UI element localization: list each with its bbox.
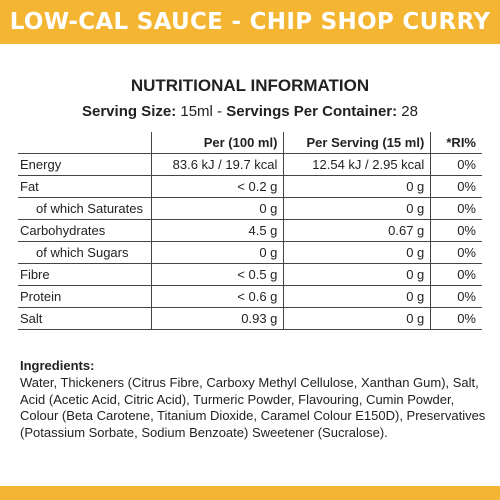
row-per-serving: 0 g bbox=[283, 241, 431, 264]
header-per-100: Per (100 ml) bbox=[150, 132, 284, 154]
table-row: of which Sugars 0 g 0 g 0% bbox=[18, 241, 482, 264]
row-label: Salt bbox=[18, 307, 152, 330]
bottom-accent-bar bbox=[0, 486, 500, 500]
title-banner: LOW-CAL SAUCE - CHIP SHOP CURRY bbox=[0, 0, 500, 44]
table-row: Energy 83.6 kJ / 19.7 kcal 12.54 kJ / 2.… bbox=[18, 153, 482, 176]
product-title: LOW-CAL SAUCE - CHIP SHOP CURRY bbox=[9, 9, 491, 35]
row-per-serving: 0 g bbox=[283, 307, 431, 330]
row-per-100: 0 g bbox=[150, 197, 284, 220]
row-per-100: 0.93 g bbox=[150, 307, 284, 330]
row-per-serving: 0 g bbox=[283, 285, 431, 308]
row-ri: 0% bbox=[430, 307, 482, 330]
serving-size-value: 15ml bbox=[180, 103, 213, 120]
serving-size-label: Serving Size: bbox=[82, 103, 177, 120]
row-ri: 0% bbox=[430, 285, 482, 308]
row-label: Protein bbox=[18, 285, 152, 308]
servings-per-container-label: Servings Per Container: bbox=[226, 103, 398, 120]
header-per-serving: Per Serving (15 ml) bbox=[283, 132, 431, 154]
row-per-serving: 0 g bbox=[283, 197, 431, 220]
row-ri: 0% bbox=[430, 241, 482, 264]
ingredients-text: Water, Thickeners (Citrus Fibre, Carboxy… bbox=[20, 375, 486, 440]
nutrition-heading: NUTRITIONAL INFORMATION bbox=[130, 76, 370, 95]
serving-info: Serving Size: 15ml - Servings Per Contai… bbox=[0, 103, 500, 120]
table-row: Fibre < 0.5 g 0 g 0% bbox=[18, 263, 482, 286]
row-per-serving: 0 g bbox=[283, 263, 431, 286]
row-per-serving: 0 g bbox=[283, 175, 431, 198]
header-ri: *RI% bbox=[430, 132, 482, 154]
table-row: Fat < 0.2 g 0 g 0% bbox=[18, 175, 482, 198]
row-label: Carbohydrates bbox=[18, 219, 152, 242]
nutrition-table: Per (100 ml) Per Serving (15 ml) *RI% En… bbox=[18, 132, 482, 330]
row-label: Fat bbox=[18, 175, 152, 198]
row-label: of which Saturates bbox=[18, 197, 152, 220]
row-per-100: < 0.5 g bbox=[150, 263, 284, 286]
row-per-serving: 12.54 kJ / 2.95 kcal bbox=[283, 153, 431, 176]
row-per-100: 83.6 kJ / 19.7 kcal bbox=[150, 153, 284, 176]
servings-per-container-value: 28 bbox=[401, 103, 418, 120]
row-ri: 0% bbox=[430, 197, 482, 220]
table-row: Salt 0.93 g 0 g 0% bbox=[18, 307, 482, 330]
table-row: of which Saturates 0 g 0 g 0% bbox=[18, 197, 482, 220]
table-header-row: Per (100 ml) Per Serving (15 ml) *RI% bbox=[18, 132, 482, 154]
row-per-100: 0 g bbox=[150, 241, 284, 264]
row-per-100: < 0.6 g bbox=[150, 285, 284, 308]
row-ri: 0% bbox=[430, 263, 482, 286]
header-label bbox=[18, 132, 152, 154]
row-label: of which Sugars bbox=[18, 241, 152, 264]
ingredients-title: Ingredients: bbox=[20, 358, 95, 373]
row-ri: 0% bbox=[430, 175, 482, 198]
serving-separator: - bbox=[212, 103, 227, 120]
row-per-serving: 0.67 g bbox=[283, 219, 431, 242]
table-row: Protein < 0.6 g 0 g 0% bbox=[18, 285, 482, 308]
row-label: Fibre bbox=[18, 263, 152, 286]
table-row: Carbohydrates 4.5 g 0.67 g 0% bbox=[18, 219, 482, 242]
row-per-100: < 0.2 g bbox=[150, 175, 284, 198]
row-ri: 0% bbox=[430, 219, 482, 242]
row-per-100: 4.5 g bbox=[150, 219, 284, 242]
row-label: Energy bbox=[18, 153, 152, 176]
row-ri: 0% bbox=[430, 153, 482, 176]
